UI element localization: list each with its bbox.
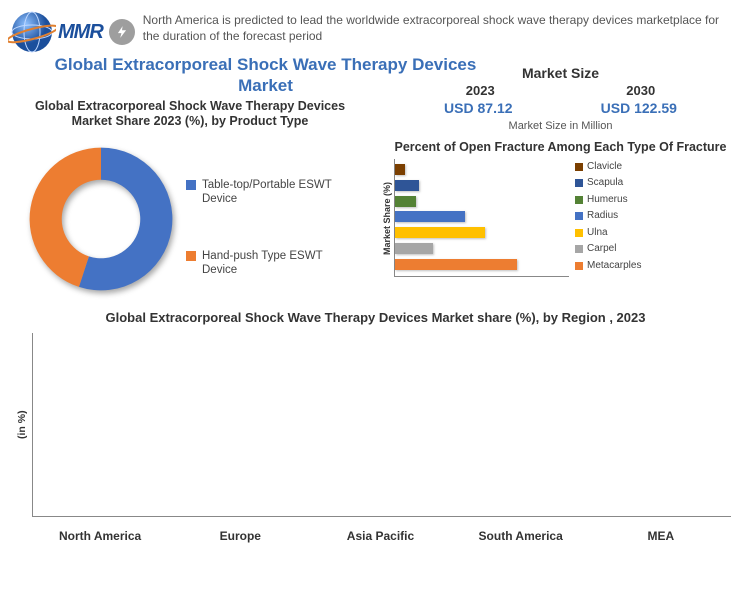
legend-label: Humerus	[587, 194, 628, 207]
donut-title: Global Extracorporeal Shock Wave Therapy…	[10, 99, 370, 134]
ms-val-1: USD 122.59	[601, 100, 677, 116]
legend-swatch	[575, 163, 583, 171]
region-chart: (in %)	[0, 325, 751, 525]
legend-label: Metacarples	[587, 260, 641, 273]
header: MMR North America is predicted to lead t…	[0, 0, 751, 60]
fracture-title: Percent of Open Fracture Among Each Type…	[380, 140, 741, 155]
fracture-legend: Clavicle Scapula Humerus Radius Ulna Carpel Me…	[569, 159, 641, 277]
fracture-y-label: Market Share (%)	[380, 159, 394, 277]
logo: MMR	[8, 8, 135, 56]
fracture-legend-item: Humerus	[575, 194, 641, 207]
ms-year-0: 2023	[466, 83, 495, 98]
fracture-legend-item: Ulna	[575, 227, 641, 240]
fracture-chart: Market Share (%) Clavicle Scapula Humerus R…	[380, 159, 741, 277]
region-bar-label: Asia Pacific	[330, 529, 430, 543]
market-size-heading: Market Size	[380, 65, 741, 81]
donut-chart	[16, 134, 186, 304]
fracture-legend-item: Radius	[575, 210, 641, 223]
market-size-values: USD 87.12 USD 122.59	[380, 98, 741, 118]
fracture-legend-item: Carpel	[575, 243, 641, 256]
bolt-icon	[109, 19, 135, 45]
legend-label: Table-top/Portable ESWT Device	[202, 178, 336, 207]
fracture-bar	[395, 211, 465, 222]
ms-year-1: 2030	[626, 83, 655, 98]
market-size-years: 2023 2030	[380, 81, 741, 98]
legend-label: Clavicle	[587, 161, 622, 174]
legend-swatch	[575, 179, 583, 187]
legend-swatch	[186, 251, 196, 261]
fracture-legend-item: Scapula	[575, 177, 641, 190]
legend-swatch	[186, 180, 196, 190]
donut-legend-item: Table-top/Portable ESWT Device	[186, 178, 336, 207]
fracture-bar	[395, 180, 419, 191]
logo-text: MMR	[58, 21, 103, 44]
fracture-bar	[395, 196, 416, 207]
fracture-bar	[395, 243, 433, 254]
legend-swatch	[575, 212, 583, 220]
region-labels: North America Europe Asia Pacific South Ame…	[0, 525, 751, 543]
legend-swatch	[575, 245, 583, 253]
ms-val-0: USD 87.12	[444, 100, 512, 116]
donut-legend-item: Hand-push Type ESWT Device	[186, 249, 336, 278]
header-tagline: North America is predicted to lead the w…	[143, 8, 739, 44]
donut-panel: Global Extracorporeal Shock Wave Therapy…	[10, 99, 370, 304]
right-panel: Market Size 2023 2030 USD 87.12 USD 122.…	[370, 99, 741, 304]
market-size-subtitle: Market Size in Million	[380, 120, 741, 132]
legend-label: Carpel	[587, 243, 616, 256]
legend-label: Hand-push Type ESWT Device	[202, 249, 336, 278]
fracture-bar	[395, 164, 405, 175]
fracture-bar	[395, 227, 485, 238]
legend-label: Radius	[587, 210, 618, 223]
top-row: Global Extracorporeal Shock Wave Therapy…	[0, 97, 751, 304]
legend-swatch	[575, 229, 583, 237]
donut-legend: Table-top/Portable ESWT Device Hand-push …	[186, 160, 336, 278]
fracture-legend-item: Clavicle	[575, 161, 641, 174]
fracture-legend-item: Metacarples	[575, 260, 641, 273]
region-bar-label: North America	[50, 529, 150, 543]
legend-label: Scapula	[587, 177, 623, 190]
legend-label: Ulna	[587, 227, 608, 240]
legend-swatch	[575, 196, 583, 204]
region-title: Global Extracorporeal Shock Wave Therapy…	[0, 310, 751, 326]
region-bar-label: Europe	[190, 529, 290, 543]
globe-icon	[8, 8, 56, 56]
region-bar-label: MEA	[611, 529, 711, 543]
region-y-label: (in %)	[12, 333, 32, 517]
fracture-bar	[395, 259, 517, 270]
legend-swatch	[575, 262, 583, 270]
region-bar-label: South America	[471, 529, 571, 543]
